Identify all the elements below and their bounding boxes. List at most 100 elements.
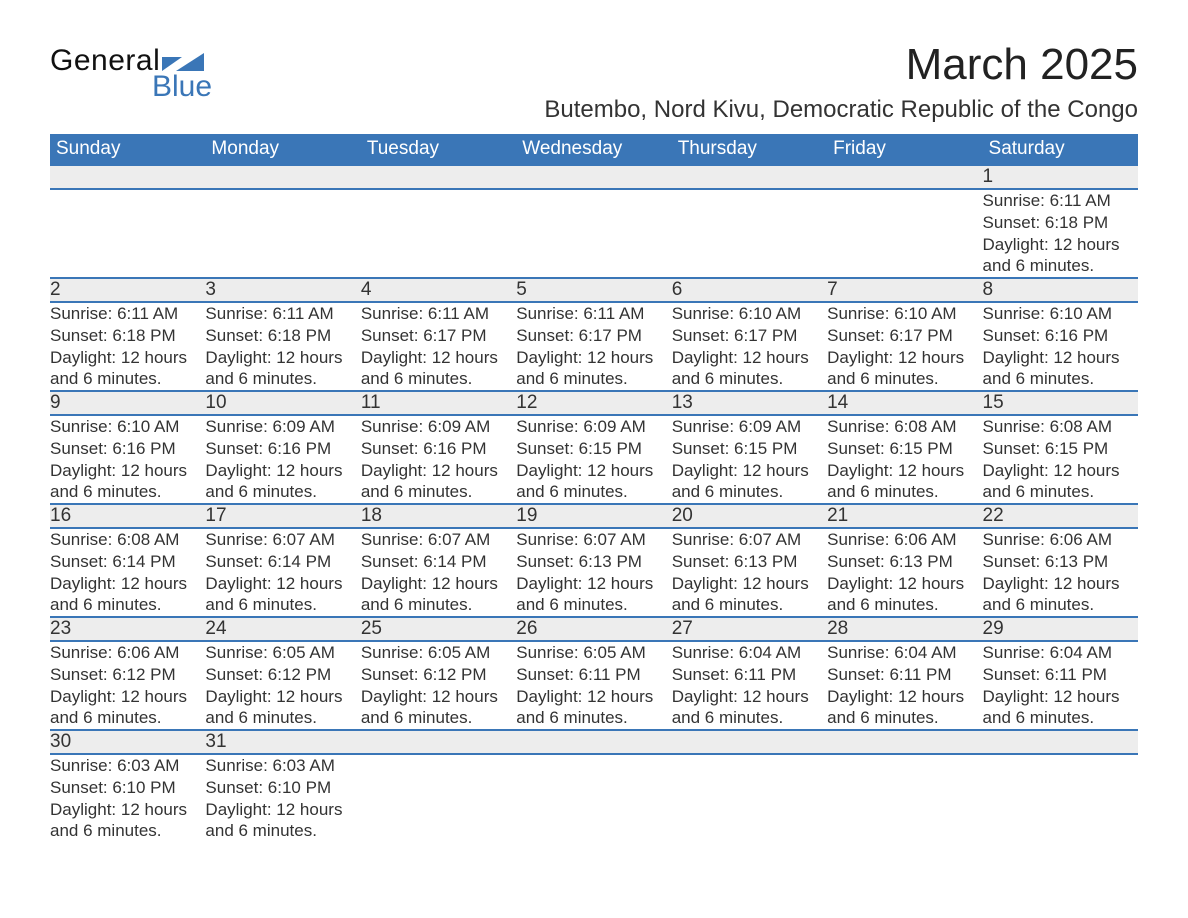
sunset-line: Sunset: 6:10 PM (205, 777, 360, 799)
day-detail-cell: Sunrise: 6:09 AMSunset: 6:15 PMDaylight:… (516, 415, 671, 504)
sunset-line: Sunset: 6:17 PM (516, 325, 671, 347)
day-number-cell: 27 (672, 617, 827, 641)
day-detail-cell (361, 754, 516, 842)
sunrise-line: Sunrise: 6:10 AM (983, 303, 1138, 325)
sunrise-line: Sunrise: 6:03 AM (205, 755, 360, 777)
sunrise-line: Sunrise: 6:10 AM (672, 303, 827, 325)
day-number-cell: 28 (827, 617, 982, 641)
calendar-daynum-row: 1 (50, 165, 1138, 189)
sunset-line: Sunset: 6:10 PM (50, 777, 205, 799)
day-detail-cell: Sunrise: 6:11 AMSunset: 6:18 PMDaylight:… (50, 302, 205, 391)
sunset-line: Sunset: 6:15 PM (827, 438, 982, 460)
daylight-line: Daylight: 12 hours and 6 minutes. (205, 460, 360, 504)
day-number-cell: 22 (983, 504, 1138, 528)
day-number-cell: 6 (672, 278, 827, 302)
weekday-header-row: SundayMondayTuesdayWednesdayThursdayFrid… (50, 134, 1138, 165)
day-number-cell: 9 (50, 391, 205, 415)
sunset-line: Sunset: 6:14 PM (361, 551, 516, 573)
weekday-header: Monday (205, 134, 360, 165)
day-detail-cell: Sunrise: 6:09 AMSunset: 6:16 PMDaylight:… (361, 415, 516, 504)
sunrise-line: Sunrise: 6:08 AM (983, 416, 1138, 438)
day-number-cell (50, 165, 205, 189)
sunrise-line: Sunrise: 6:04 AM (983, 642, 1138, 664)
daylight-line: Daylight: 12 hours and 6 minutes. (983, 234, 1138, 278)
day-number-cell: 5 (516, 278, 671, 302)
day-detail-cell: Sunrise: 6:10 AMSunset: 6:17 PMDaylight:… (827, 302, 982, 391)
sunset-line: Sunset: 6:16 PM (361, 438, 516, 460)
daylight-line: Daylight: 12 hours and 6 minutes. (983, 686, 1138, 730)
day-number-cell: 24 (205, 617, 360, 641)
sunset-line: Sunset: 6:17 PM (361, 325, 516, 347)
daylight-line: Daylight: 12 hours and 6 minutes. (205, 573, 360, 617)
sunset-line: Sunset: 6:14 PM (205, 551, 360, 573)
day-detail-cell (672, 189, 827, 278)
weekday-header: Sunday (50, 134, 205, 165)
sunrise-line: Sunrise: 6:10 AM (827, 303, 982, 325)
day-number-cell (361, 730, 516, 754)
logo-shape-icon (176, 53, 204, 71)
calendar-detail-row: Sunrise: 6:03 AMSunset: 6:10 PMDaylight:… (50, 754, 1138, 842)
sunset-line: Sunset: 6:13 PM (827, 551, 982, 573)
sunset-line: Sunset: 6:13 PM (983, 551, 1138, 573)
daylight-line: Daylight: 12 hours and 6 minutes. (827, 573, 982, 617)
day-detail-cell (516, 189, 671, 278)
sunrise-line: Sunrise: 6:11 AM (205, 303, 360, 325)
sunset-line: Sunset: 6:15 PM (516, 438, 671, 460)
day-detail-cell: Sunrise: 6:07 AMSunset: 6:13 PMDaylight:… (516, 528, 671, 617)
calendar-daynum-row: 9101112131415 (50, 391, 1138, 415)
sunset-line: Sunset: 6:14 PM (50, 551, 205, 573)
sunset-line: Sunset: 6:12 PM (361, 664, 516, 686)
daylight-line: Daylight: 12 hours and 6 minutes. (672, 686, 827, 730)
sunset-line: Sunset: 6:18 PM (205, 325, 360, 347)
day-number-cell (516, 730, 671, 754)
day-detail-cell: Sunrise: 6:11 AMSunset: 6:17 PMDaylight:… (516, 302, 671, 391)
day-detail-cell (827, 189, 982, 278)
calendar-daynum-row: 2345678 (50, 278, 1138, 302)
sunrise-line: Sunrise: 6:08 AM (50, 529, 205, 551)
calendar-daynum-row: 16171819202122 (50, 504, 1138, 528)
logo: General Blue (50, 44, 212, 104)
day-number-cell: 11 (361, 391, 516, 415)
daylight-line: Daylight: 12 hours and 6 minutes. (516, 460, 671, 504)
day-detail-cell: Sunrise: 6:08 AMSunset: 6:14 PMDaylight:… (50, 528, 205, 617)
page-title: March 2025 (544, 40, 1138, 90)
day-number-cell: 12 (516, 391, 671, 415)
day-number-cell: 30 (50, 730, 205, 754)
sunrise-line: Sunrise: 6:09 AM (205, 416, 360, 438)
daylight-line: Daylight: 12 hours and 6 minutes. (361, 686, 516, 730)
sunrise-line: Sunrise: 6:07 AM (516, 529, 671, 551)
day-detail-cell (827, 754, 982, 842)
sunrise-line: Sunrise: 6:06 AM (827, 529, 982, 551)
page-header: General Blue March 2025 Butembo, Nord Ki… (50, 40, 1138, 124)
daylight-line: Daylight: 12 hours and 6 minutes. (983, 573, 1138, 617)
weekday-header: Thursday (672, 134, 827, 165)
day-number-cell: 29 (983, 617, 1138, 641)
day-number-cell (827, 730, 982, 754)
daylight-line: Daylight: 12 hours and 6 minutes. (50, 686, 205, 730)
day-number-cell: 8 (983, 278, 1138, 302)
day-detail-cell: Sunrise: 6:04 AMSunset: 6:11 PMDaylight:… (827, 641, 982, 730)
day-detail-cell (672, 754, 827, 842)
day-detail-cell: Sunrise: 6:08 AMSunset: 6:15 PMDaylight:… (827, 415, 982, 504)
sunset-line: Sunset: 6:13 PM (516, 551, 671, 573)
sunset-line: Sunset: 6:17 PM (672, 325, 827, 347)
day-detail-cell: Sunrise: 6:07 AMSunset: 6:14 PMDaylight:… (205, 528, 360, 617)
calendar-table: SundayMondayTuesdayWednesdayThursdayFrid… (50, 134, 1138, 842)
daylight-line: Daylight: 12 hours and 6 minutes. (827, 686, 982, 730)
day-detail-cell: Sunrise: 6:06 AMSunset: 6:13 PMDaylight:… (983, 528, 1138, 617)
location-subtitle: Butembo, Nord Kivu, Democratic Republic … (544, 96, 1138, 124)
day-detail-cell: Sunrise: 6:06 AMSunset: 6:13 PMDaylight:… (827, 528, 982, 617)
day-detail-cell: Sunrise: 6:11 AMSunset: 6:17 PMDaylight:… (361, 302, 516, 391)
calendar-daynum-row: 23242526272829 (50, 617, 1138, 641)
weekday-header: Tuesday (361, 134, 516, 165)
day-detail-cell: Sunrise: 6:10 AMSunset: 6:16 PMDaylight:… (983, 302, 1138, 391)
sunset-line: Sunset: 6:11 PM (672, 664, 827, 686)
day-number-cell (205, 165, 360, 189)
day-number-cell: 15 (983, 391, 1138, 415)
day-detail-cell (205, 189, 360, 278)
day-detail-cell: Sunrise: 6:11 AMSunset: 6:18 PMDaylight:… (983, 189, 1138, 278)
daylight-line: Daylight: 12 hours and 6 minutes. (516, 347, 671, 391)
day-detail-cell: Sunrise: 6:04 AMSunset: 6:11 PMDaylight:… (983, 641, 1138, 730)
sunrise-line: Sunrise: 6:06 AM (983, 529, 1138, 551)
weekday-header: Friday (827, 134, 982, 165)
